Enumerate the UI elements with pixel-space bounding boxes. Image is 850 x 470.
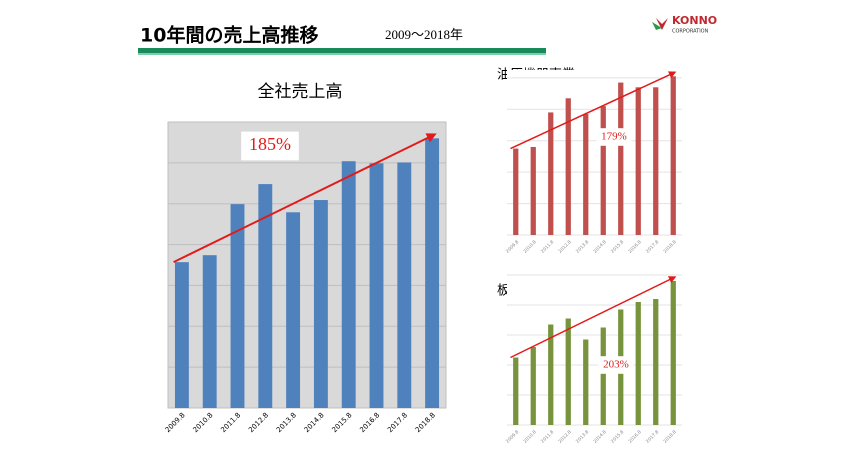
- logo-subtext: CORPORATION: [672, 29, 709, 35]
- bar: [670, 76, 676, 236]
- x-tick-label: 2015.8: [610, 239, 625, 254]
- x-tick-label: 2010.8: [522, 239, 537, 254]
- annotation: 179%: [601, 131, 627, 143]
- annotation-box: [598, 356, 634, 374]
- bar: [653, 299, 659, 425]
- x-tick-label: 2012.8: [557, 239, 572, 254]
- trend-arrow: [510, 71, 677, 150]
- x-tick-label: 2014.8: [303, 411, 326, 434]
- x-tick-label: 2011.8: [219, 411, 242, 434]
- title-underline-light: [138, 53, 546, 55]
- bar: [548, 324, 554, 425]
- slide-title: 10年間の売上高推移: [140, 24, 318, 47]
- bar: [369, 163, 384, 408]
- annotation: 185%: [249, 134, 291, 154]
- x-tick-label: 2012.8: [557, 429, 572, 444]
- x-tick-label: 2017.8: [645, 239, 660, 254]
- x-tick-label: 2017.8: [386, 411, 409, 434]
- bar: [600, 327, 606, 425]
- bar: [530, 147, 536, 235]
- x-tick-label: 2015.8: [610, 429, 625, 444]
- bar: [258, 184, 273, 408]
- bar: [530, 347, 536, 425]
- bar: [202, 255, 217, 408]
- bar: [583, 114, 589, 235]
- annotation-box: [241, 131, 299, 161]
- bar: [341, 161, 356, 408]
- bar: [313, 200, 328, 408]
- x-tick-label: 2016.8: [627, 239, 642, 254]
- x-tick-label: 2014.8: [592, 429, 607, 444]
- plot-area: [507, 275, 682, 425]
- bar: [425, 138, 440, 409]
- bar: [286, 212, 301, 408]
- x-tick-label: 2018.8: [662, 239, 677, 254]
- x-tick-label: 2011.8: [540, 429, 555, 444]
- bar: [548, 112, 554, 235]
- bar: [565, 98, 571, 236]
- x-tick-label: 2009.8: [164, 411, 187, 434]
- title-underline: [138, 48, 546, 53]
- bar: [583, 339, 589, 425]
- x-tick-label: 2016.8: [358, 411, 381, 434]
- bar: [635, 302, 641, 425]
- annotation: 203%: [603, 359, 629, 371]
- chart-title: 全社売上高: [258, 82, 343, 102]
- bar: [174, 262, 189, 408]
- x-tick-label: 2011.8: [540, 239, 555, 254]
- bar: [513, 357, 519, 425]
- bar: [513, 148, 519, 235]
- x-tick-label: 2017.8: [645, 429, 660, 444]
- trend-arrow: [510, 276, 677, 359]
- x-tick-label: 2015.8: [331, 411, 354, 434]
- logo-text: KONNO: [672, 14, 717, 27]
- x-tick-label: 2010.8: [522, 429, 537, 444]
- bar: [565, 318, 571, 425]
- x-tick-label: 2014.8: [592, 239, 607, 254]
- x-tick-label: 2013.8: [575, 429, 590, 444]
- x-tick-label: 2016.8: [627, 429, 642, 444]
- bar: [618, 82, 624, 235]
- bar: [230, 204, 245, 408]
- annotation-box: [596, 128, 632, 146]
- logo-leaf: [652, 22, 662, 30]
- plot-area: [507, 70, 682, 235]
- logo-mark: [656, 18, 668, 30]
- x-tick-label: 2009.8: [505, 429, 520, 444]
- bar: [670, 281, 676, 425]
- slide-subtitle: 2009～2018年: [385, 27, 463, 42]
- trend-arrow: [173, 133, 437, 264]
- x-tick-label: 2013.8: [275, 411, 298, 434]
- x-tick-label: 2018.8: [414, 411, 437, 434]
- bar: [635, 87, 641, 236]
- x-tick-label: 2013.8: [575, 239, 590, 254]
- bar: [397, 162, 412, 408]
- x-tick-label: 2018.8: [662, 429, 677, 444]
- x-tick-label: 2012.8: [247, 411, 270, 434]
- x-tick-label: 2009.8: [505, 239, 520, 254]
- bar: [653, 87, 659, 236]
- bar: [600, 106, 606, 236]
- x-tick-label: 2010.8: [192, 411, 215, 434]
